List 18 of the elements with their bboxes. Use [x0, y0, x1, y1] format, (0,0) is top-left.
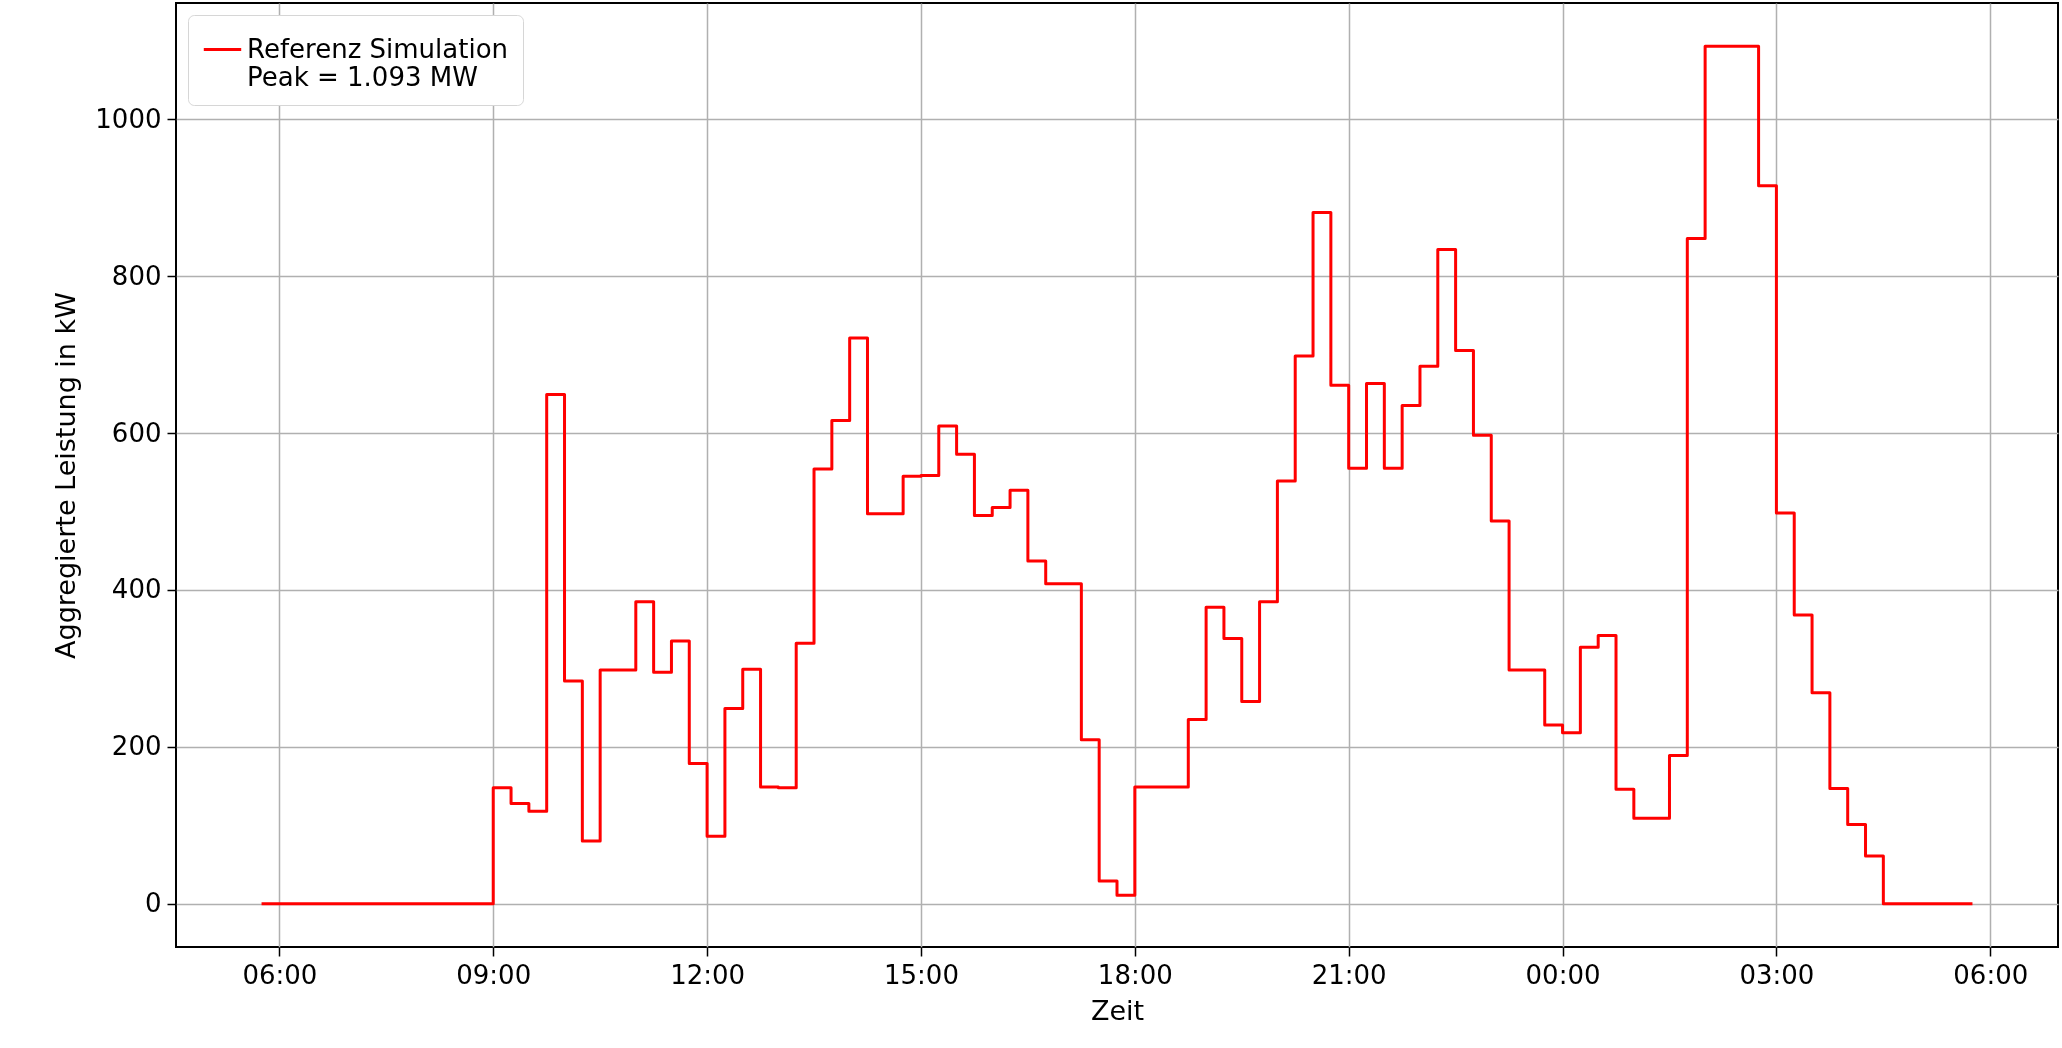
x-tick-label: 00:00	[1525, 959, 1601, 990]
y-tick-label: 1000	[95, 103, 162, 134]
y-tick-label: 400	[111, 574, 162, 605]
x-tick-label: 06:00	[242, 959, 318, 990]
x-tick-label: 15:00	[883, 959, 959, 990]
x-tick-label: 06:00	[1953, 959, 2029, 990]
x-axis-title: Zeit	[1090, 994, 1145, 1026]
legend-label: Referenz Simulation Peak = 1.093 MW	[247, 33, 509, 92]
y-tick-label: 0	[144, 888, 162, 919]
y-tick-label: 200	[111, 731, 162, 762]
x-tick-label: 18:00	[1097, 959, 1173, 990]
y-tick-label: 600	[111, 417, 162, 448]
x-tick-label: 12:00	[670, 959, 746, 990]
x-tick-label: 09:00	[456, 959, 532, 990]
y-tick-label: 800	[111, 260, 162, 291]
x-tick-label: 21:00	[1311, 959, 1387, 990]
y-axis-title: Aggregierte Leistung in kW	[50, 292, 82, 659]
x-tick-label: 03:00	[1739, 959, 1815, 990]
